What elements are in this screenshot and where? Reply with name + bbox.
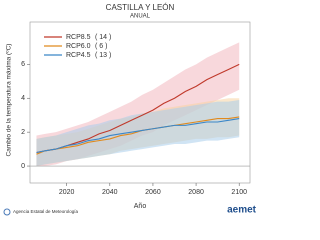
footer: Agencia Estatal de Meteorología	[13, 209, 79, 214]
y-tick-label: 2	[21, 129, 25, 136]
legend-count: ( 13 )	[95, 52, 111, 59]
page: CASTILLA Y LEÓN ANUAL Cambio de la tempe…	[3, 3, 257, 216]
y-tick-label: 0	[21, 163, 25, 170]
x-tick-label: 2060	[145, 189, 161, 196]
brand: aemet	[227, 205, 257, 216]
y-tick-label: 4	[21, 95, 25, 102]
logo	[3, 208, 11, 216]
chart: CASTILLA Y LEÓN ANUAL Cambio de la tempe…	[3, 3, 257, 216]
legend-label: RCP8.5	[66, 34, 91, 41]
x-tick-label: 2020	[59, 189, 75, 196]
legend-label: RCP6.0	[66, 43, 91, 50]
x-tick-label: 2040	[102, 189, 118, 196]
legend-count: ( 14 )	[95, 34, 111, 41]
y-tick-label: 6	[21, 61, 25, 68]
legend-label: RCP4.5	[66, 52, 91, 59]
legend-count: ( 6 )	[95, 43, 107, 50]
y-axis-label: Cambio de la temperatura máxima (ºC)	[6, 44, 13, 157]
x-tick-label: 2100	[231, 189, 247, 196]
series-line	[36, 116, 240, 155]
chart-title: CASTILLA Y LEÓN	[106, 3, 175, 12]
chart-subtitle: ANUAL	[130, 14, 151, 20]
series-line	[36, 118, 240, 154]
x-axis-label: Año	[134, 203, 147, 210]
uncertainty-band	[36, 99, 240, 167]
x-tick-label: 2080	[188, 189, 204, 196]
